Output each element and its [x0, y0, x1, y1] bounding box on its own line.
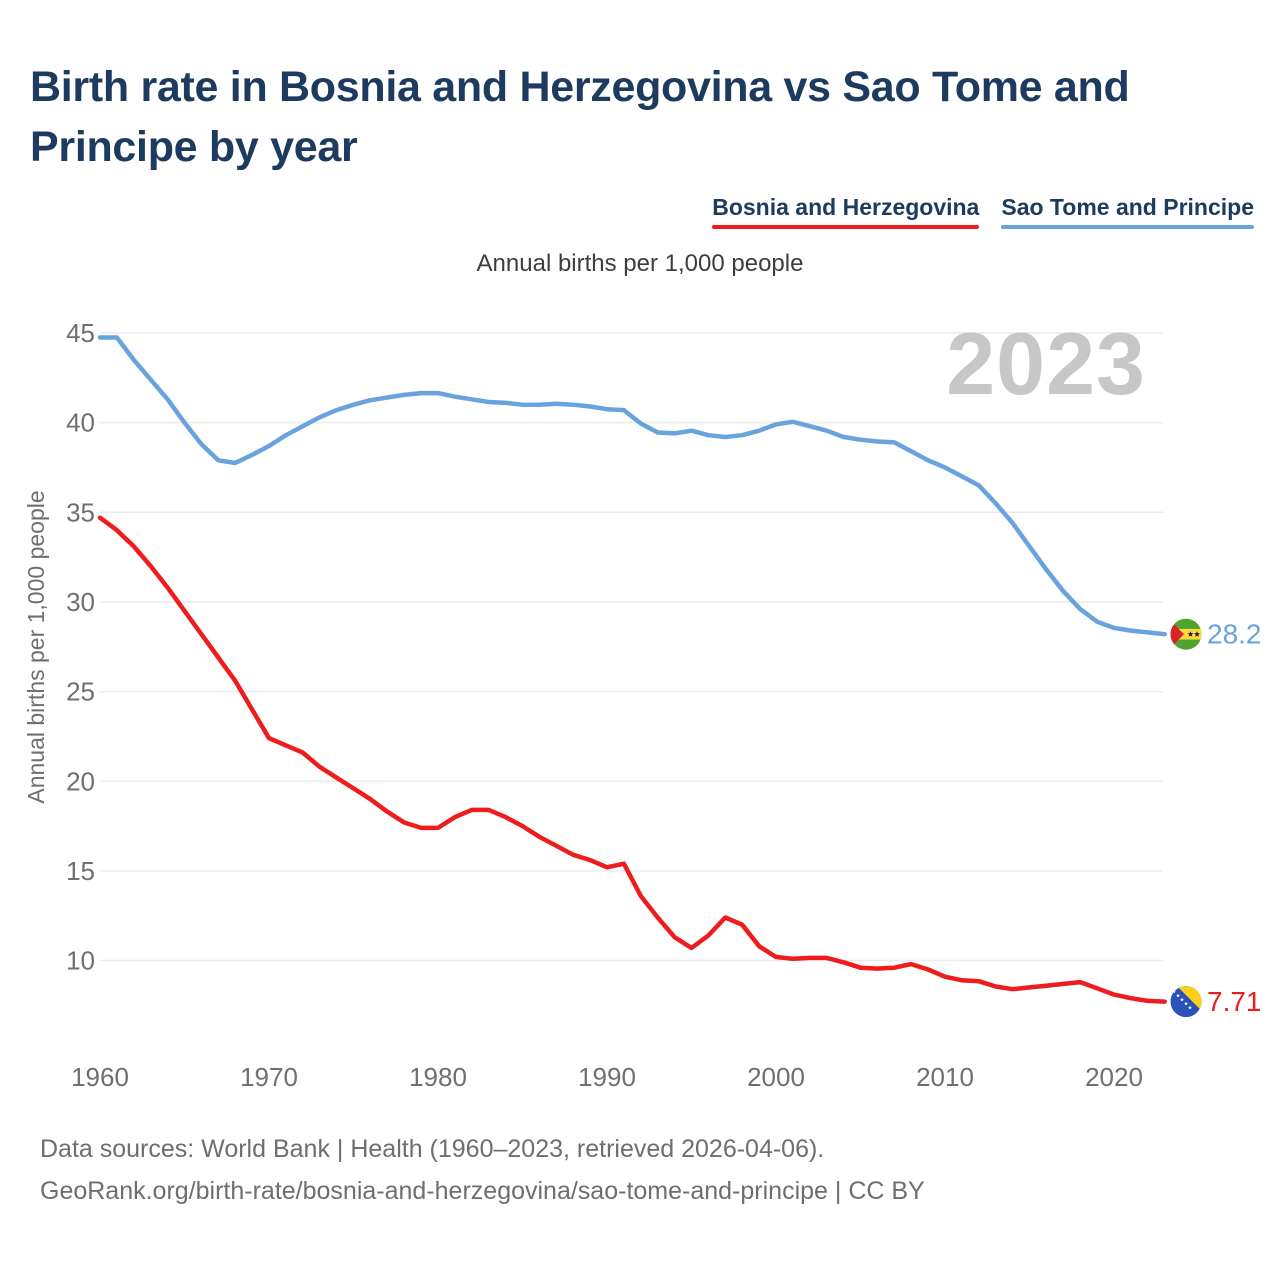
y-tick-label: 15 [66, 856, 95, 886]
y-axis-title: Annual births per 1,000 people [23, 490, 49, 803]
x-tick-label: 2020 [1085, 1062, 1143, 1092]
end-value-label-sao-tome-and-principe: 28.2 [1207, 619, 1262, 650]
chart-subtitle: Annual births per 1,000 people [476, 250, 804, 277]
y-tick-label: 30 [66, 587, 95, 617]
y-tick-label: 25 [66, 677, 95, 707]
year-watermark: 2023 [946, 314, 1146, 413]
legend-label: Sao Tome and Principe [1001, 194, 1254, 220]
x-tick-label: 2000 [747, 1062, 805, 1092]
chart-title: Birth rate in Bosnia and Herzegovina vs … [30, 57, 1240, 177]
end-value-label-bosnia-and-herzegovina: 7.71 [1207, 986, 1262, 1017]
legend-item-bosnia-and-herzegovina[interactable]: Bosnia and Herzegovina [712, 194, 980, 229]
y-tick-label: 40 [66, 408, 95, 438]
legend-label: Bosnia and Herzegovina [712, 194, 980, 220]
legend-underline [712, 225, 980, 229]
legend-item-sao-tome-and-principe[interactable]: Sao Tome and Principe [1001, 194, 1254, 229]
series-line-bosnia-and-herzegovina [97, 515, 1167, 1004]
y-axis-ticks: 10 15 20 25 30 35 40 45 [66, 318, 95, 976]
x-tick-label: 1960 [71, 1062, 129, 1092]
gridlines [100, 332, 1163, 962]
x-tick-label: 1980 [409, 1062, 467, 1092]
sao-tome-and-principe-flag-icon [1170, 618, 1202, 650]
chart-title-line1: Birth rate in Bosnia and Herzegovina vs … [30, 63, 1130, 111]
y-tick-label: 10 [66, 946, 95, 976]
bosnia-and-herzegovina-flag-icon [1170, 986, 1202, 1018]
x-axis-ticks: 1960 1970 1980 1990 2000 2010 2020 [71, 1062, 1143, 1092]
data-sources-text: Data sources: World Bank | Health (1960–… [40, 1135, 825, 1163]
y-tick-label: 45 [66, 318, 95, 348]
y-tick-label: 20 [66, 766, 95, 796]
footer: Data sources: World Bank | Health (1960–… [40, 1128, 925, 1212]
legend: Bosnia and Herzegovina Sao Tome and Prin… [712, 194, 1254, 229]
x-tick-label: 2010 [916, 1062, 974, 1092]
y-tick-label: 35 [66, 497, 95, 527]
legend-underline [1001, 225, 1254, 229]
x-tick-label: 1990 [578, 1062, 636, 1092]
chart-title-line2: Principe by year [30, 123, 358, 171]
series-line-sao-tome-and-principe [97, 335, 1167, 637]
georank-link[interactable]: GeoRank.org/birth-rate/bosnia-and-herzeg… [40, 1177, 925, 1205]
x-tick-label: 1970 [240, 1062, 298, 1092]
